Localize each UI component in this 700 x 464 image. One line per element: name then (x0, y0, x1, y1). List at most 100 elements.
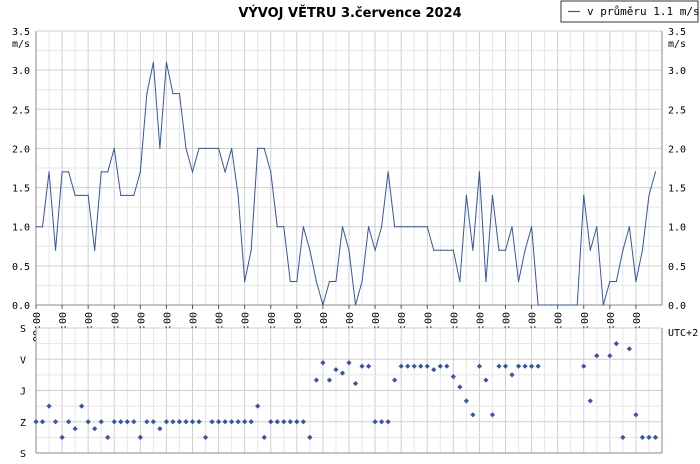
direction-point (392, 377, 398, 383)
direction-point (515, 363, 522, 369)
data-point (302, 226, 304, 228)
data-point (348, 249, 350, 251)
direction-point (229, 419, 235, 425)
data-point (61, 171, 63, 173)
direction-point (372, 419, 378, 425)
direction-point (242, 419, 248, 425)
data-point (309, 249, 311, 251)
y-tick-label-right: 1.0 (668, 223, 686, 234)
direction-point (124, 419, 130, 425)
direction-point (150, 419, 156, 425)
data-point (126, 194, 128, 196)
x-tick-label: 15:00 (423, 312, 434, 342)
data-point (615, 280, 617, 283)
direction-point (509, 372, 515, 378)
direction-point (137, 434, 143, 440)
y-tick-label-right: 0.5 (668, 262, 686, 273)
direction-point (261, 434, 267, 440)
data-point (570, 304, 572, 306)
legend: v průměru 1.1 m/s (560, 0, 700, 23)
direction-point (489, 412, 496, 418)
data-point (609, 280, 611, 283)
direction-point (268, 419, 274, 425)
direction-tick-label: S (20, 449, 26, 460)
direction-tick-label: Z (20, 418, 26, 429)
direction-point (320, 360, 326, 366)
direction-point (313, 377, 319, 383)
direction-point (66, 419, 72, 425)
direction-point (189, 419, 196, 425)
data-point (387, 171, 389, 173)
data-point (576, 304, 578, 306)
data-point (641, 249, 644, 251)
direction-point (594, 353, 600, 359)
data-point (107, 171, 109, 173)
data-point (381, 226, 383, 228)
data-point (472, 249, 474, 251)
data-point (583, 194, 585, 196)
direction-point (281, 419, 287, 425)
direction-point (196, 419, 202, 425)
y-tick-label-left: 0.5 (12, 262, 30, 273)
data-point (602, 304, 604, 306)
timezone-label: UTC+2 (668, 328, 698, 339)
data-point (498, 249, 500, 251)
direction-point (294, 419, 300, 425)
direction-point (411, 363, 417, 369)
data-point (48, 171, 50, 173)
x-tick-label: 12:00 (345, 312, 356, 342)
direction-point (176, 419, 183, 425)
data-point (654, 171, 657, 173)
x-tick-label: 17:00 (475, 312, 486, 342)
direction-point (157, 426, 163, 432)
data-point (557, 304, 559, 306)
legend-box (560, 0, 699, 23)
y-tick-label-left: 1.5 (12, 184, 30, 195)
data-point (100, 171, 102, 173)
direction-point (587, 398, 593, 404)
direction-point (307, 434, 313, 440)
direction-point (39, 419, 46, 425)
data-point (74, 194, 76, 196)
data-point (426, 226, 428, 228)
direction-point (235, 419, 241, 425)
data-point (504, 249, 507, 251)
y-tick-label-left: 3.0 (12, 66, 30, 77)
data-point (394, 226, 396, 228)
data-point (159, 147, 161, 150)
direction-point (118, 419, 124, 425)
direction-point (457, 384, 463, 390)
direction-point (326, 377, 333, 383)
direction-point (476, 363, 483, 369)
direction-point (92, 426, 98, 432)
direction-point (437, 363, 443, 369)
data-point (407, 226, 409, 228)
direction-point (46, 403, 52, 409)
data-point (231, 147, 233, 150)
direction-point (470, 412, 476, 418)
data-point (374, 249, 376, 251)
data-point (341, 226, 344, 228)
direction-point (202, 434, 209, 440)
y-tick-label-right: 2.0 (668, 144, 686, 155)
data-point (465, 194, 467, 196)
direction-point (496, 363, 502, 369)
chart-title: VÝVOJ VĚTRU 3.července 2024 (238, 5, 461, 21)
data-point (283, 226, 285, 228)
data-point (335, 280, 337, 283)
x-tick-label: 20:00 (554, 312, 565, 342)
data-point (81, 194, 83, 196)
direction-point (33, 419, 39, 425)
direction-point (339, 370, 346, 376)
x-tick-label: 10:00 (293, 312, 304, 342)
x-tick-label: 22:00 (606, 312, 617, 342)
data-point (328, 280, 331, 283)
x-tick-label: 01:00 (58, 312, 69, 342)
data-point (244, 280, 246, 283)
direction-plot: S V J Z S (20, 324, 663, 460)
data-point (204, 147, 207, 150)
data-point (94, 249, 96, 251)
direction-point (646, 434, 652, 440)
direction-point (607, 353, 613, 359)
